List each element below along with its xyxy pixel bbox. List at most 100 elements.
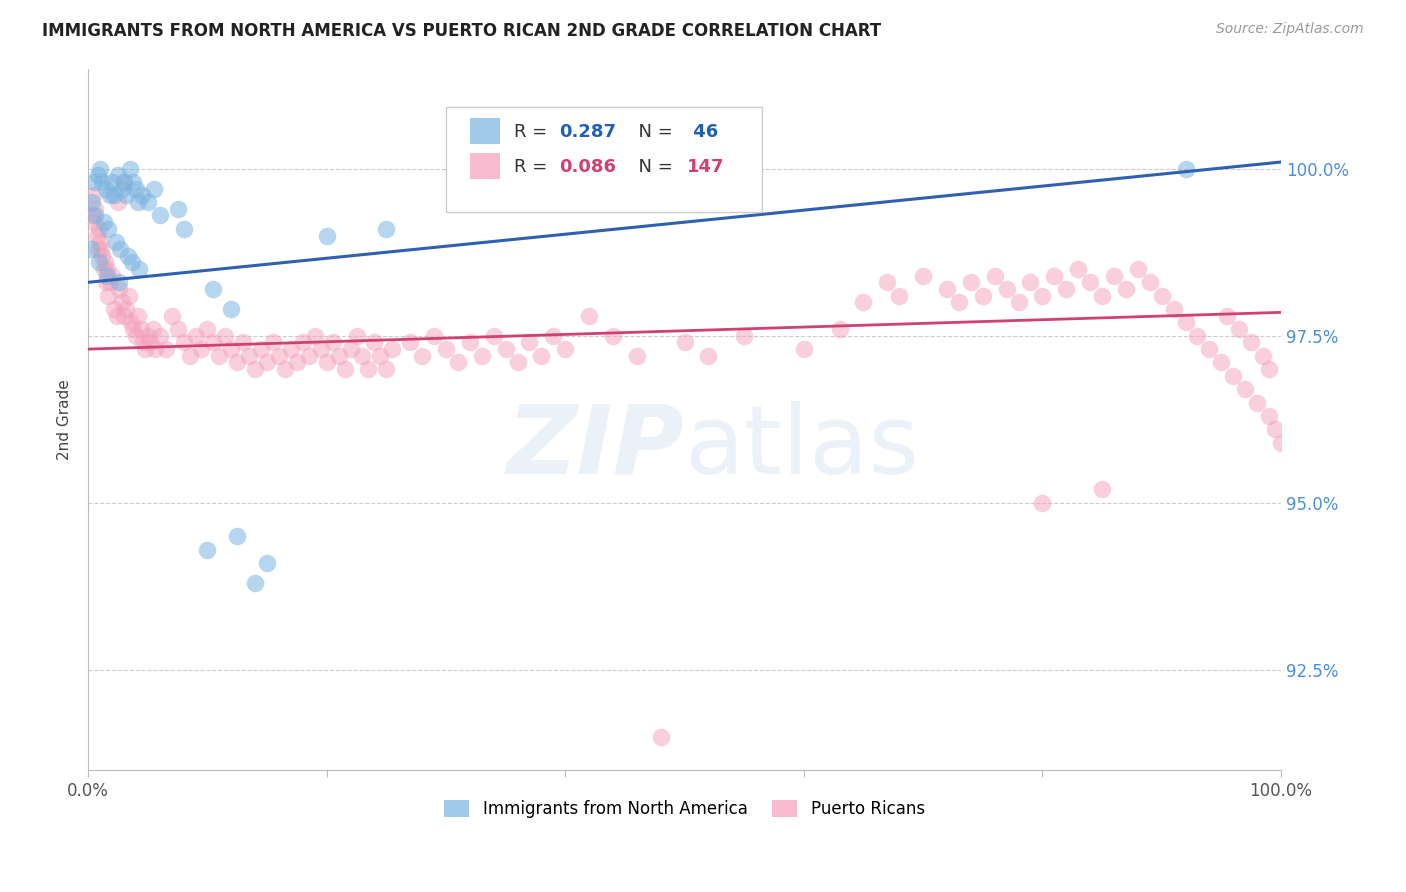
Point (375, 362, 398, 376)
Text: atlas: atlas (685, 401, 920, 494)
Point (101, 268, 124, 283)
Point (1091, 288, 1114, 302)
Point (876, 275, 898, 289)
Point (1234, 382, 1257, 396)
Text: 0.287: 0.287 (560, 123, 616, 141)
Point (112, 309, 135, 323)
Point (554, 342, 576, 356)
Point (132, 335, 155, 350)
Point (202, 335, 225, 350)
Point (197, 542, 219, 557)
Bar (470, 153, 499, 179)
Point (221, 342, 243, 356)
Point (1150, 288, 1173, 302)
Point (82, 188, 104, 202)
Point (256, 556, 278, 570)
Point (1091, 483, 1114, 497)
Point (291, 335, 314, 350)
Point (96, 268, 118, 283)
Point (948, 295, 970, 310)
Point (1115, 282, 1137, 296)
Bar (470, 118, 499, 145)
Point (519, 335, 541, 350)
Text: ZIP: ZIP (506, 401, 685, 494)
Point (84, 209, 107, 223)
Point (543, 328, 565, 343)
Point (352, 349, 374, 363)
Point (423, 328, 446, 343)
Point (117, 249, 139, 263)
Point (173, 335, 195, 350)
Point (357, 362, 380, 376)
Point (280, 342, 302, 356)
Point (89, 235, 111, 250)
Point (411, 349, 433, 363)
Point (471, 349, 494, 363)
Point (1198, 342, 1220, 356)
Point (1222, 368, 1244, 383)
Point (697, 349, 720, 363)
Point (110, 242, 132, 256)
Point (142, 182, 165, 196)
Point (149, 209, 172, 223)
Point (1139, 275, 1161, 289)
Point (375, 222, 398, 236)
Point (304, 328, 326, 343)
Point (112, 175, 135, 189)
Point (90, 242, 112, 256)
Point (87, 255, 110, 269)
Point (131, 188, 153, 202)
Point (322, 335, 344, 350)
Point (1019, 275, 1042, 289)
Point (315, 228, 337, 243)
Point (333, 362, 356, 376)
Point (328, 349, 350, 363)
Point (108, 282, 131, 296)
Text: N =: N = (627, 123, 679, 141)
Point (160, 309, 183, 323)
Point (793, 342, 815, 356)
Point (972, 288, 994, 302)
Point (104, 235, 127, 250)
Point (1227, 322, 1250, 336)
Point (107, 195, 129, 210)
Point (103, 301, 125, 316)
FancyBboxPatch shape (446, 107, 762, 212)
Point (1031, 496, 1053, 510)
Point (309, 342, 332, 356)
Point (285, 355, 308, 369)
Point (110, 182, 132, 196)
Point (87, 222, 110, 236)
Point (155, 342, 177, 356)
Point (120, 315, 142, 329)
Point (98, 188, 121, 202)
Point (136, 195, 159, 210)
Point (1187, 328, 1209, 343)
Point (243, 576, 266, 591)
Point (339, 342, 361, 356)
Text: R =: R = (515, 123, 553, 141)
Point (1043, 268, 1066, 283)
Point (101, 175, 124, 189)
Point (139, 335, 162, 350)
Point (197, 322, 219, 336)
Point (578, 309, 600, 323)
Point (482, 328, 505, 343)
Point (103, 188, 125, 202)
Point (128, 262, 150, 277)
Point (125, 182, 148, 196)
Point (1126, 262, 1149, 277)
Point (346, 328, 368, 343)
Point (530, 349, 553, 363)
Point (1102, 268, 1125, 283)
Point (122, 322, 145, 336)
Point (363, 335, 385, 350)
Point (995, 282, 1018, 296)
Point (1163, 301, 1185, 316)
Point (1270, 435, 1292, 450)
Point (98, 275, 121, 289)
Point (96, 262, 118, 277)
Text: R =: R = (515, 158, 553, 176)
Text: 46: 46 (688, 123, 718, 141)
Point (1067, 262, 1090, 277)
